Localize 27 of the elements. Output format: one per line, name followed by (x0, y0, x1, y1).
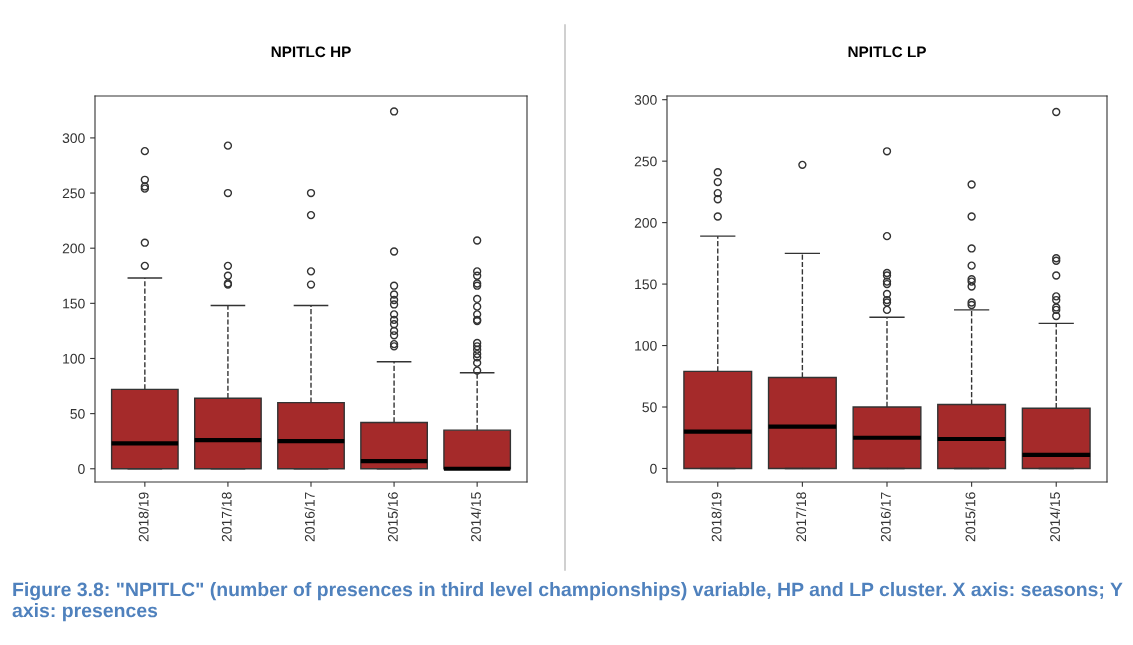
y-tick-label: 200 (62, 243, 85, 254)
y-tick-label: 100 (63, 353, 85, 364)
y-tick-label: 300 (62, 133, 85, 144)
x-tick-label: 2018/19 (138, 492, 149, 542)
y-tick-label: 150 (635, 279, 657, 290)
y-tick-label: 50 (70, 408, 85, 419)
x-tick-label: 2015/16 (965, 492, 976, 542)
y-tick-label: 250 (634, 156, 657, 167)
x-tick-label: 2017/18 (221, 492, 232, 542)
y-tick-label: 0 (650, 463, 657, 474)
chart-title: NPITLC LP (848, 46, 926, 58)
x-tick-label: 2018/19 (711, 492, 722, 542)
y-tick-label: 250 (62, 188, 85, 199)
y-tick-label: 50 (642, 402, 657, 413)
chart-title: NPITLC HP (271, 46, 351, 58)
y-tick-label: 200 (634, 217, 657, 228)
x-tick-label: 2015/16 (387, 492, 398, 542)
x-tick-label: 2016/17 (880, 492, 891, 542)
y-tick-label: 150 (63, 298, 85, 309)
caption: Figure 3.8: "NPITLC" (number of presences in third level championships) variable, HP and LP cluster. X axis: seasons; Y axis: presences (12, 582, 1123, 622)
x-tick-label: 2014/15 (1049, 492, 1060, 542)
x-tick-label: 2016/17 (304, 492, 315, 542)
y-tick-label: 0 (78, 464, 85, 474)
x-tick-label: 2017/18 (795, 492, 807, 542)
y-tick-label: 100 (635, 340, 657, 351)
x-tick-label: 2014/15 (470, 492, 481, 542)
y-tick-label: 300 (634, 95, 657, 105)
